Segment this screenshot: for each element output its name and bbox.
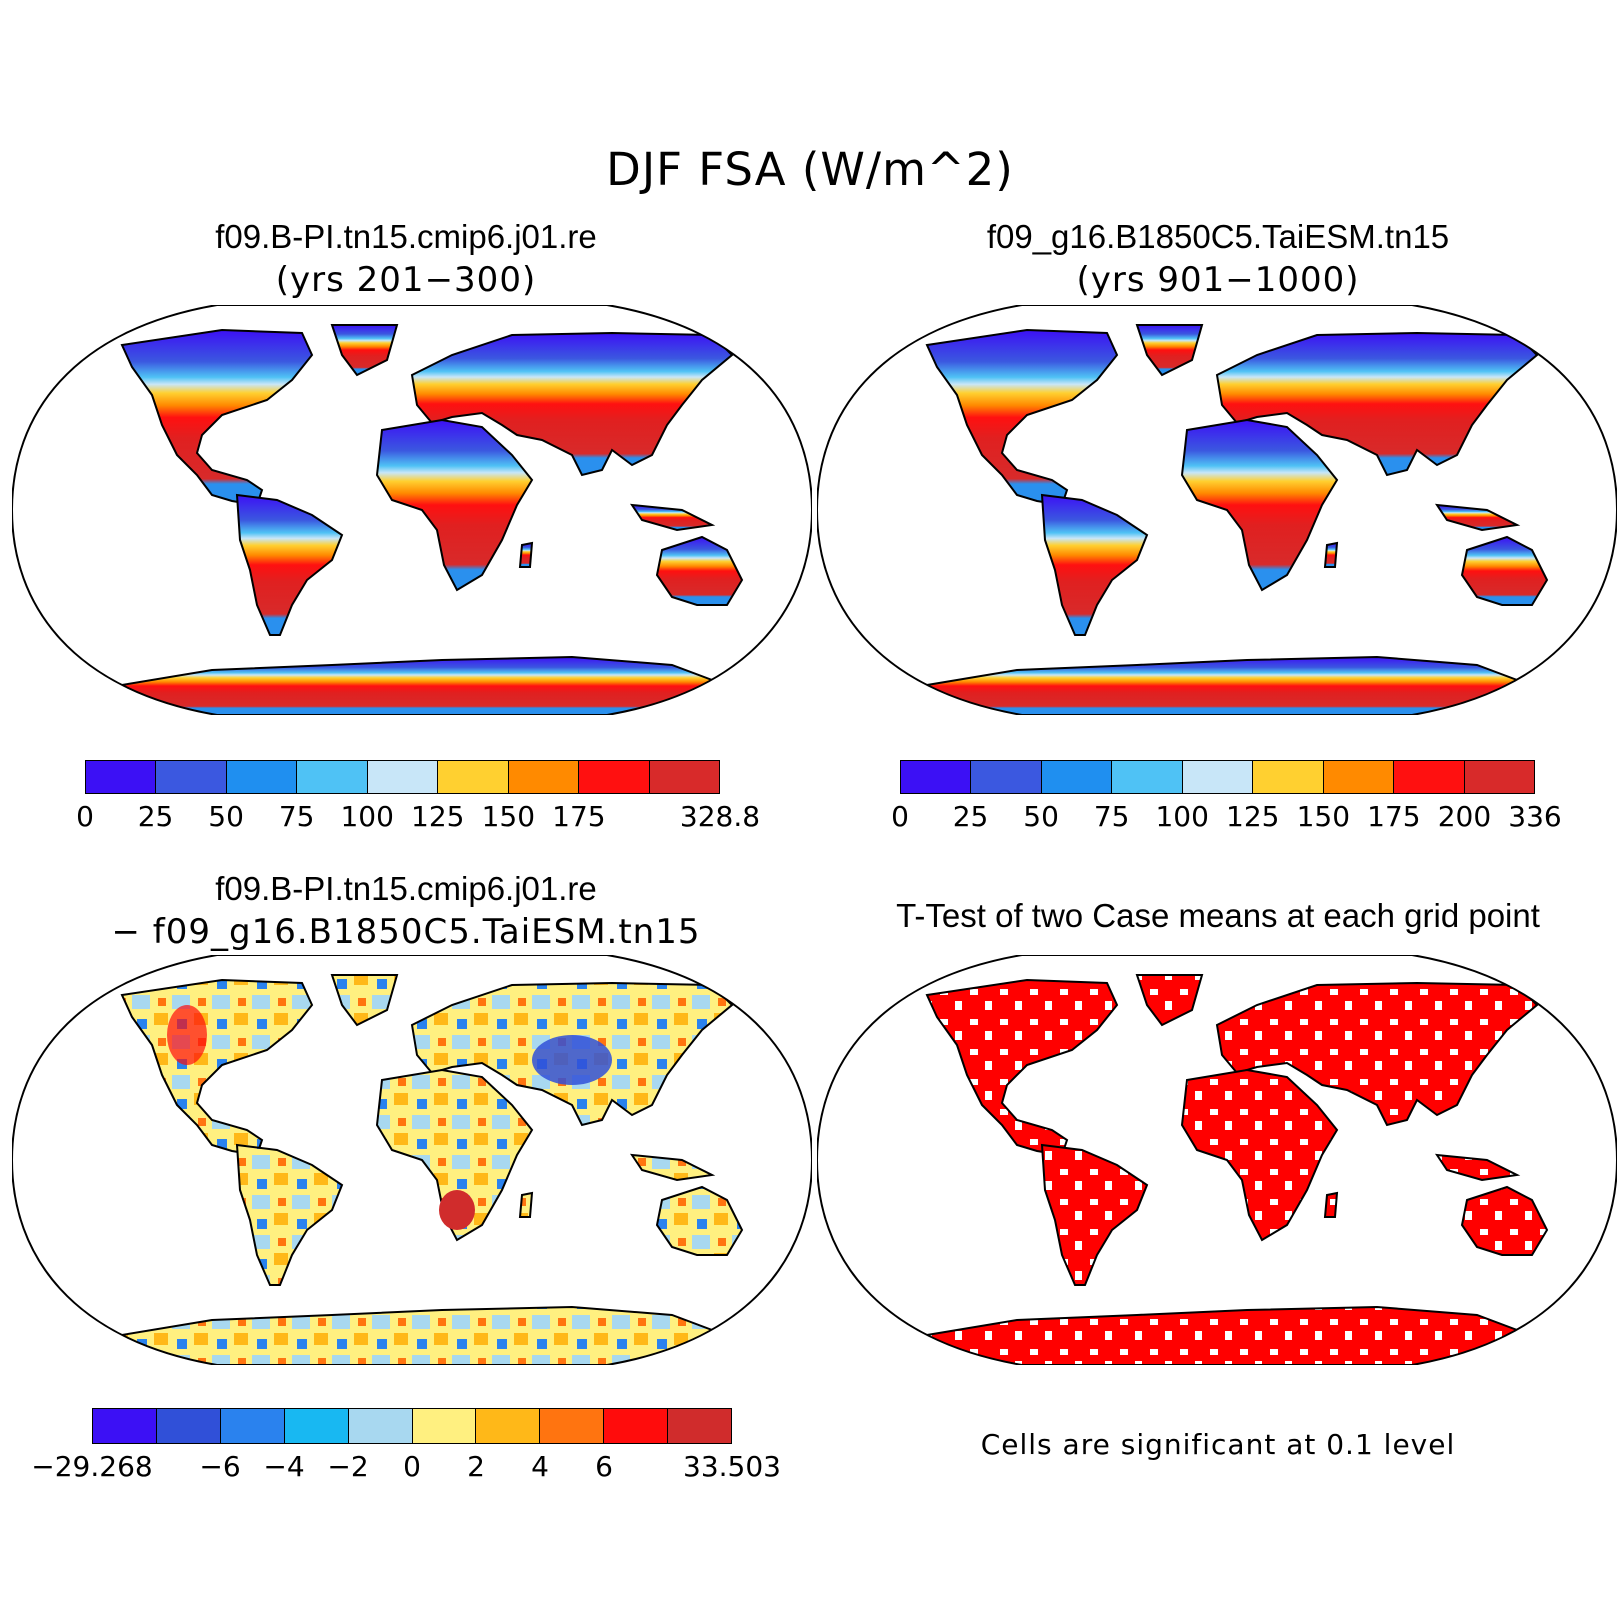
panel1-map <box>12 305 812 715</box>
colorbar-segment <box>540 1409 605 1443</box>
colorbar-segment <box>226 761 298 793</box>
panel4-title: T-Test of two Case means at each grid po… <box>896 897 1540 934</box>
colorbar-segment <box>1112 761 1183 793</box>
colorbar-tick-label: 6 <box>595 1450 613 1483</box>
colorbar-tick-label: 100 <box>340 800 394 833</box>
colorbar-segment <box>668 1409 732 1443</box>
colorbar-tick-label: 328.8 <box>679 800 761 833</box>
colorbar-tick-label: 150 <box>1296 800 1351 833</box>
colorbar-segment <box>1464 761 1534 793</box>
colorbar-tick-label: 2 <box>467 1450 485 1483</box>
colorbar-segment <box>476 1409 541 1443</box>
panel1-title: f09.B-PI.tn15.cmip6.j01.re <box>215 218 597 255</box>
colorbar-tick-label: 175 <box>552 800 606 833</box>
colorbar-tick-label: 25 <box>137 800 174 833</box>
panel3-map <box>12 955 812 1365</box>
panel3-subtitle: − f09_g16.B1850C5.TaiESM.tn15 <box>111 912 701 952</box>
colorbar-tick-label: −6 <box>199 1450 241 1483</box>
colorbar-segment <box>86 761 157 793</box>
colorbar-tick-label: 50 <box>1023 800 1059 833</box>
colorbar-tick-label: 33.503 <box>683 1450 781 1483</box>
panel4-map <box>817 955 1617 1365</box>
colorbar-segment <box>348 1409 413 1443</box>
colorbar-segment <box>412 1409 477 1443</box>
panel2-colorbar <box>900 760 1535 794</box>
colorbar-segment <box>579 761 650 793</box>
colorbar-segment <box>1253 761 1324 793</box>
panel2-map <box>817 305 1617 715</box>
panel1-subtitle: (yrs 201−300) <box>275 260 537 300</box>
colorbar-tick-label: 75 <box>1093 800 1130 833</box>
colorbar-tick-label: −2 <box>327 1450 369 1483</box>
colorbar-segment <box>1182 761 1254 793</box>
colorbar-segment <box>156 761 227 793</box>
colorbar-segment <box>93 1409 157 1443</box>
panel3-colorbar <box>92 1408 732 1444</box>
colorbar-segment <box>649 761 719 793</box>
colorbar-segment <box>971 761 1042 793</box>
colorbar-tick-label: 336 <box>1508 800 1562 833</box>
panel3-title: f09.B-PI.tn15.cmip6.j01.re <box>215 870 597 907</box>
colorbar-tick-label: 100 <box>1155 800 1209 833</box>
colorbar-tick-label: 175 <box>1367 800 1421 833</box>
colorbar-segment <box>1394 761 1465 793</box>
colorbar-tick-label: 50 <box>208 800 244 833</box>
significance-note: Cells are significant at 0.1 level <box>980 1428 1456 1461</box>
colorbar-tick-label: 4 <box>531 1450 549 1483</box>
colorbar-segment <box>901 761 972 793</box>
colorbar-tick-label: −29.268 <box>31 1450 153 1483</box>
colorbar-segment <box>220 1409 285 1443</box>
colorbar-tick-label: 0 <box>891 800 909 833</box>
colorbar-segment <box>297 761 368 793</box>
colorbar-segment <box>508 761 580 793</box>
colorbar-tick-label: 150 <box>481 800 536 833</box>
colorbar-tick-label: 0 <box>403 1450 421 1483</box>
colorbar-tick-label: 0 <box>76 800 94 833</box>
colorbar-tick-label: 200 <box>1437 800 1492 833</box>
panel2-title: f09_g16.B1850C5.TaiESM.tn15 <box>986 218 1450 255</box>
colorbar-tick-label: 125 <box>411 800 465 833</box>
colorbar-tick-label: 25 <box>952 800 989 833</box>
colorbar-segment <box>156 1409 221 1443</box>
colorbar-tick-label: −4 <box>263 1450 305 1483</box>
figure-title: DJF FSA (W/m^2) <box>606 143 1014 196</box>
colorbar-segment <box>367 761 439 793</box>
colorbar-segment <box>604 1409 669 1443</box>
colorbar-tick-label: 125 <box>1226 800 1280 833</box>
panel2-subtitle: (yrs 901−1000) <box>1076 260 1360 300</box>
colorbar-segment <box>1323 761 1395 793</box>
panel1-colorbar <box>85 760 720 794</box>
colorbar-segment <box>284 1409 349 1443</box>
colorbar-segment <box>1041 761 1113 793</box>
colorbar-segment <box>438 761 509 793</box>
colorbar-tick-label: 75 <box>278 800 315 833</box>
